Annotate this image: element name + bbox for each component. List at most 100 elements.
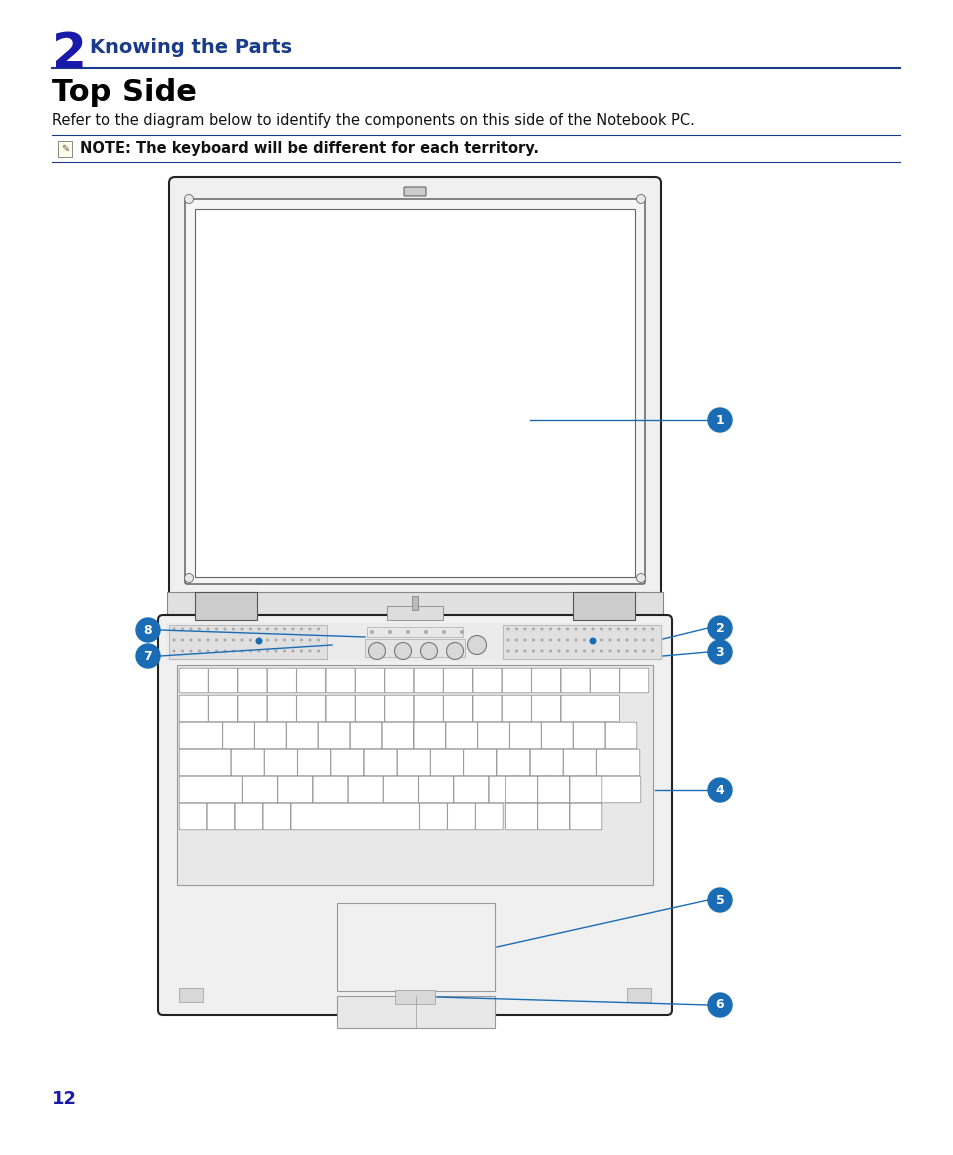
Circle shape bbox=[198, 639, 201, 641]
Circle shape bbox=[283, 639, 286, 641]
FancyBboxPatch shape bbox=[414, 695, 443, 722]
FancyBboxPatch shape bbox=[596, 750, 639, 776]
FancyBboxPatch shape bbox=[179, 695, 208, 722]
Circle shape bbox=[574, 639, 577, 641]
Circle shape bbox=[515, 627, 517, 631]
Circle shape bbox=[257, 649, 260, 653]
FancyBboxPatch shape bbox=[223, 722, 254, 748]
Circle shape bbox=[634, 627, 637, 631]
FancyBboxPatch shape bbox=[560, 669, 590, 693]
FancyBboxPatch shape bbox=[267, 695, 296, 722]
FancyBboxPatch shape bbox=[489, 776, 523, 803]
Bar bbox=[167, 593, 662, 620]
Circle shape bbox=[249, 649, 252, 653]
Circle shape bbox=[274, 639, 277, 641]
FancyBboxPatch shape bbox=[318, 722, 350, 748]
FancyBboxPatch shape bbox=[605, 722, 637, 748]
FancyBboxPatch shape bbox=[277, 776, 313, 803]
FancyBboxPatch shape bbox=[348, 776, 383, 803]
FancyBboxPatch shape bbox=[179, 776, 242, 803]
Circle shape bbox=[232, 627, 234, 631]
Circle shape bbox=[574, 627, 577, 631]
Circle shape bbox=[172, 627, 175, 631]
Circle shape bbox=[214, 649, 218, 653]
Circle shape bbox=[608, 649, 611, 653]
Circle shape bbox=[292, 649, 294, 653]
FancyBboxPatch shape bbox=[419, 803, 447, 829]
Bar bbox=[194, 209, 635, 578]
Circle shape bbox=[172, 639, 175, 641]
Circle shape bbox=[423, 629, 428, 634]
FancyBboxPatch shape bbox=[313, 776, 348, 803]
FancyBboxPatch shape bbox=[264, 750, 297, 776]
Circle shape bbox=[591, 649, 594, 653]
FancyBboxPatch shape bbox=[355, 669, 384, 693]
FancyBboxPatch shape bbox=[430, 750, 463, 776]
Circle shape bbox=[308, 627, 312, 631]
Circle shape bbox=[506, 639, 509, 641]
FancyBboxPatch shape bbox=[237, 695, 267, 722]
Circle shape bbox=[608, 639, 611, 641]
Circle shape bbox=[707, 408, 731, 432]
Circle shape bbox=[599, 627, 602, 631]
Circle shape bbox=[184, 574, 193, 582]
Circle shape bbox=[274, 649, 277, 653]
Text: 2: 2 bbox=[52, 30, 87, 79]
Bar bbox=[367, 627, 462, 638]
Text: Refer to the diagram below to identify the components on this side of the Notebo: Refer to the diagram below to identify t… bbox=[52, 113, 694, 128]
Circle shape bbox=[641, 649, 645, 653]
Circle shape bbox=[316, 627, 319, 631]
Circle shape bbox=[565, 639, 568, 641]
Circle shape bbox=[206, 627, 210, 631]
FancyBboxPatch shape bbox=[531, 695, 560, 722]
Circle shape bbox=[591, 627, 594, 631]
Circle shape bbox=[565, 649, 568, 653]
FancyBboxPatch shape bbox=[267, 669, 296, 693]
FancyBboxPatch shape bbox=[463, 750, 497, 776]
Text: 5: 5 bbox=[715, 894, 723, 907]
FancyBboxPatch shape bbox=[619, 669, 648, 693]
Bar bbox=[365, 639, 464, 657]
FancyBboxPatch shape bbox=[331, 750, 363, 776]
Circle shape bbox=[223, 649, 226, 653]
Circle shape bbox=[266, 627, 269, 631]
FancyBboxPatch shape bbox=[326, 695, 355, 722]
Bar bbox=[412, 596, 417, 610]
Circle shape bbox=[707, 888, 731, 912]
FancyBboxPatch shape bbox=[569, 803, 601, 829]
Text: 8: 8 bbox=[144, 624, 152, 636]
FancyBboxPatch shape bbox=[541, 722, 573, 748]
FancyBboxPatch shape bbox=[594, 776, 640, 803]
FancyBboxPatch shape bbox=[447, 803, 475, 829]
FancyBboxPatch shape bbox=[443, 669, 472, 693]
FancyBboxPatch shape bbox=[397, 750, 430, 776]
Circle shape bbox=[441, 629, 446, 634]
FancyBboxPatch shape bbox=[414, 722, 445, 748]
Circle shape bbox=[707, 993, 731, 1018]
Circle shape bbox=[388, 629, 392, 634]
Circle shape bbox=[599, 649, 602, 653]
FancyBboxPatch shape bbox=[209, 695, 237, 722]
FancyBboxPatch shape bbox=[537, 776, 569, 803]
Circle shape bbox=[249, 639, 252, 641]
FancyBboxPatch shape bbox=[505, 776, 537, 803]
Circle shape bbox=[591, 639, 594, 641]
Circle shape bbox=[198, 649, 201, 653]
Bar bbox=[169, 625, 327, 660]
Bar bbox=[194, 593, 256, 620]
FancyBboxPatch shape bbox=[384, 695, 414, 722]
Text: 6: 6 bbox=[715, 999, 723, 1012]
Circle shape bbox=[299, 649, 303, 653]
FancyBboxPatch shape bbox=[477, 722, 509, 748]
Circle shape bbox=[136, 644, 160, 668]
FancyBboxPatch shape bbox=[350, 722, 381, 748]
Circle shape bbox=[283, 627, 286, 631]
Text: ▲▲: ▲▲ bbox=[403, 994, 414, 1000]
FancyBboxPatch shape bbox=[364, 750, 396, 776]
Circle shape bbox=[650, 639, 654, 641]
Circle shape bbox=[523, 649, 526, 653]
Circle shape bbox=[308, 639, 312, 641]
Circle shape bbox=[136, 618, 160, 642]
Circle shape bbox=[292, 639, 294, 641]
Circle shape bbox=[214, 627, 218, 631]
